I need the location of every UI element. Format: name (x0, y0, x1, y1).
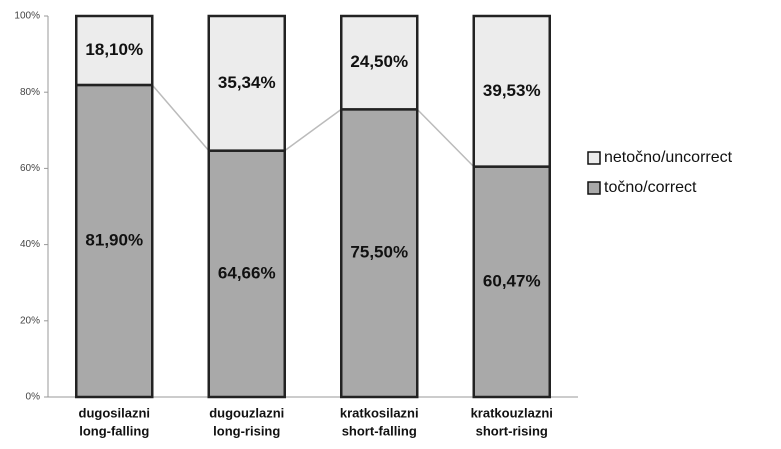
y-tick-label: 0% (26, 392, 41, 403)
legend-label: točno/correct (604, 179, 697, 196)
x-tick-label: short-falling (342, 423, 417, 438)
series-line (284, 108, 342, 152)
value-label: 60,47% (483, 271, 541, 290)
series-line (151, 84, 210, 152)
value-label: 35,34% (218, 73, 276, 92)
value-label: 64,66% (218, 263, 276, 282)
x-tick-label: kratkouzlazni (471, 405, 553, 420)
x-tick-label: kratkosilazni (340, 405, 419, 420)
x-tick-label: dugosilazni (79, 405, 151, 420)
x-tick-label: dugouzlazni (209, 405, 284, 420)
y-tick-label: 80% (20, 87, 40, 98)
bar-segment (207, 149, 286, 399)
bar-segment (75, 14, 154, 87)
y-tick-label: 60% (20, 163, 40, 174)
bar-segment (340, 108, 419, 399)
y-tick-label: 40% (20, 239, 40, 250)
value-label: 24,50% (350, 52, 408, 71)
bar-segment (472, 14, 551, 168)
y-tick-label: 20% (20, 315, 40, 326)
bar-segment (75, 83, 154, 399)
value-label: 75,50% (350, 243, 408, 262)
x-tick-label: long-rising (213, 423, 280, 438)
x-tick-label: long-falling (79, 423, 149, 438)
legend-label: netočno/uncorrect (604, 149, 733, 166)
y-tick-label: 100% (14, 11, 40, 22)
series-line (416, 108, 475, 168)
bar-segment (340, 14, 419, 111)
x-tick-label: short-rising (476, 423, 548, 438)
bar-segment (207, 14, 286, 152)
legend-swatch (587, 181, 601, 195)
legend-swatch (587, 151, 601, 165)
value-label: 39,53% (483, 81, 541, 100)
value-label: 81,90% (85, 230, 143, 249)
value-label: 18,10% (85, 40, 143, 59)
